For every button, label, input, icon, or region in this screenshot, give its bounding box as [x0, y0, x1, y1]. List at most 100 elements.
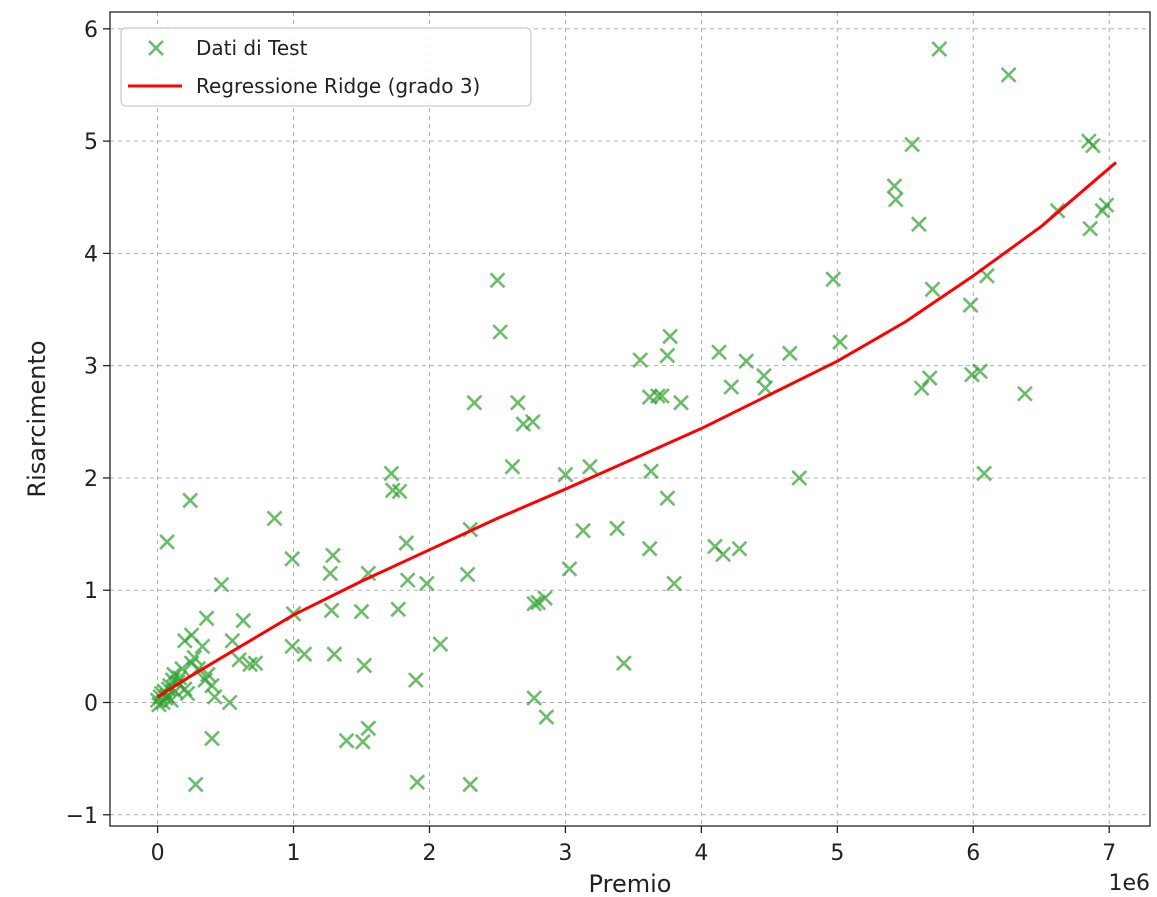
x-tick-label-6: 6	[966, 841, 980, 866]
data-point-127	[1082, 220, 1099, 237]
data-point-119	[963, 366, 980, 383]
y-axis-label: Risarcimento	[23, 340, 51, 497]
y-tick-label-5: 4	[84, 242, 98, 267]
data-point-121	[976, 465, 993, 482]
data-point-52	[356, 657, 373, 674]
y-tick-label-3: 2	[84, 467, 98, 492]
data-point-89	[643, 463, 659, 480]
data-point-118	[962, 297, 979, 313]
data-point-28	[182, 492, 199, 509]
data-point-96	[666, 575, 683, 592]
data-point-59	[390, 601, 407, 618]
data-point-114	[913, 380, 930, 397]
ridge-regression-line	[156, 161, 1117, 699]
data-point-107	[791, 470, 808, 486]
data-point-108	[825, 271, 842, 288]
data-point-105	[757, 380, 774, 397]
data-point-41	[266, 510, 283, 527]
data-point-120	[972, 363, 988, 380]
data-point-102	[731, 540, 748, 557]
data-point-110	[886, 178, 903, 194]
data-point-54	[354, 733, 371, 750]
axis-ticks: 0 1 2 3 4 5 6 7 −1 0 1 2 3 4 5 6	[66, 18, 1117, 866]
data-point-46	[322, 565, 339, 582]
data-point-76	[526, 595, 543, 612]
data-point-94	[662, 328, 679, 345]
data-point-30	[183, 627, 200, 644]
y-tick-label-7: 6	[84, 18, 98, 43]
data-point-84	[581, 458, 598, 475]
data-point-77	[530, 594, 547, 611]
x-tick-label-1: 1	[287, 841, 301, 866]
data-point-81	[557, 466, 574, 483]
data-point-112	[904, 136, 921, 153]
x-tick-label-2: 2	[422, 841, 436, 866]
data-point-117	[931, 41, 948, 57]
data-point-124	[1017, 385, 1033, 402]
data-point-31	[198, 610, 215, 627]
data-point-68	[462, 776, 479, 793]
legend-label-test-data: Dati di Test	[196, 36, 308, 60]
legend-box	[120, 27, 532, 107]
data-point-63	[409, 774, 426, 791]
data-point-65	[432, 636, 449, 653]
grid	[110, 12, 1150, 826]
data-point-18	[179, 685, 196, 702]
x-axis-offset-label: 1e6	[1108, 871, 1150, 896]
data-point-106	[781, 345, 798, 362]
data-point-33	[224, 632, 241, 649]
data-point-72	[504, 458, 521, 475]
x-tick-label-7: 7	[1102, 841, 1116, 866]
data-point-83	[575, 522, 592, 539]
data-point-91	[649, 388, 666, 404]
data-point-123	[1000, 66, 1017, 83]
data-point-93	[659, 347, 676, 364]
data-point-71	[492, 324, 509, 340]
y-tick-label-4: 3	[84, 355, 98, 380]
data-point-97	[673, 394, 689, 411]
data-point-51	[353, 603, 370, 620]
data-point-80	[538, 709, 555, 726]
data-point-55	[360, 720, 377, 737]
data-point-26	[206, 688, 223, 705]
legend: Dati di Test Regressione Ridge (grado 3)	[120, 27, 532, 107]
data-point-48	[323, 602, 340, 619]
data-point-75	[524, 413, 541, 430]
data-point-87	[632, 352, 649, 368]
data-point-50	[338, 732, 355, 749]
data-point-27	[159, 534, 176, 550]
plot-frame	[109, 11, 1151, 827]
data-point-73	[509, 394, 526, 411]
data-point-86	[615, 655, 632, 672]
data-point-116	[924, 281, 941, 298]
data-point-62	[407, 672, 424, 688]
x-tick-label-5: 5	[830, 841, 844, 866]
data-point-101	[723, 379, 740, 395]
data-point-82	[561, 560, 578, 577]
data-point-44	[284, 638, 301, 655]
data-point-49	[326, 646, 343, 663]
data-point-47	[325, 547, 341, 564]
data-point-109	[832, 334, 848, 351]
data-point-99	[711, 344, 727, 361]
data-point-79	[526, 690, 543, 706]
data-point-103	[738, 353, 755, 370]
data-point-128	[1084, 137, 1101, 154]
legend-marker-test-data	[148, 40, 164, 56]
data-point-45	[296, 646, 313, 663]
data-point-13	[167, 683, 184, 700]
data-point-53	[360, 565, 377, 582]
data-point-36	[242, 656, 258, 673]
data-point-70	[489, 272, 506, 289]
data-point-111	[887, 191, 904, 208]
data-point-40	[187, 776, 204, 793]
data-point-15	[171, 669, 188, 686]
data-point-95	[659, 490, 676, 507]
data-point-115	[921, 370, 938, 386]
data-point-38	[221, 694, 238, 711]
data-point-74	[515, 416, 532, 432]
data-point-32	[213, 576, 230, 593]
data-point-20	[186, 649, 203, 666]
data-point-64	[418, 575, 435, 592]
